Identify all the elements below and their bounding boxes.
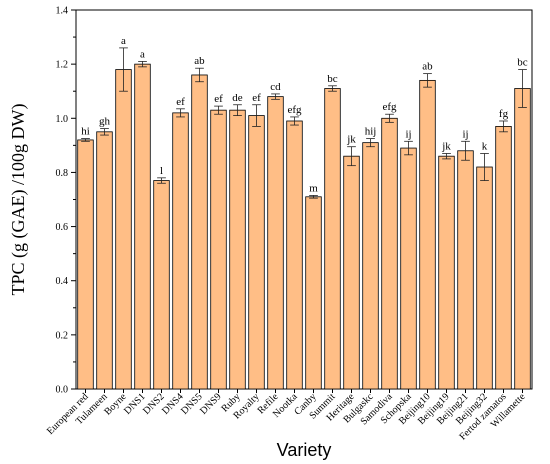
- significance-label: hi: [81, 126, 90, 138]
- significance-label: ef: [176, 96, 185, 108]
- bar: [191, 74, 208, 390]
- bar: [305, 196, 322, 390]
- significance-label: jk: [346, 134, 356, 146]
- y-tick-label: 0.0: [56, 385, 69, 396]
- bar: [172, 112, 189, 390]
- bar: [153, 180, 170, 390]
- y-tick-label: 1.2: [56, 60, 69, 71]
- significance-label: efg: [382, 101, 397, 113]
- significance-label: ab: [422, 61, 433, 73]
- significance-label: ef: [252, 92, 261, 104]
- bar: [229, 109, 246, 390]
- bar: [343, 155, 360, 390]
- bar: [324, 88, 341, 390]
- bar: [438, 155, 455, 390]
- significance-label: ij: [462, 128, 468, 140]
- bar: [267, 96, 284, 390]
- significance-label: hij: [365, 126, 377, 138]
- y-tick-label: 0.4: [56, 276, 69, 287]
- y-tick-label: 0.2: [56, 330, 69, 341]
- bar: [115, 69, 132, 390]
- significance-label: k: [482, 140, 488, 152]
- y-axis-title: TPC (g (GAE) /100g DW): [8, 104, 29, 296]
- y-tick-label: 0.8: [56, 168, 69, 179]
- bar: [286, 120, 303, 390]
- significance-label: a: [140, 48, 145, 60]
- significance-label: bc: [327, 73, 338, 85]
- bar: [514, 88, 531, 390]
- y-tick-label: 1.4: [56, 6, 69, 17]
- significance-label: fg: [499, 108, 509, 120]
- significance-label: l: [160, 165, 163, 177]
- significance-label: efg: [287, 104, 302, 116]
- bar: [210, 109, 227, 390]
- bar: [381, 117, 398, 390]
- bar: [476, 166, 493, 390]
- bar: [77, 139, 94, 390]
- bar: [419, 79, 436, 390]
- significance-label: m: [309, 182, 318, 194]
- significance-label: gh: [99, 116, 111, 128]
- error-bars: [81, 47, 527, 199]
- y-axis: 0.0 0.2 0.4 0.6 0.8 1.0 1.2 1.4: [56, 6, 76, 396]
- bar: [96, 131, 113, 390]
- significance-label: cd: [270, 81, 281, 93]
- x-category-label: DNS9: [198, 391, 223, 416]
- significance-label: ab: [194, 55, 205, 67]
- significance-label: ij: [405, 128, 411, 140]
- bars: [77, 63, 531, 390]
- y-tick-label: 0.6: [56, 222, 69, 233]
- significance-label: bc: [517, 57, 528, 69]
- significance-label: a: [121, 35, 126, 47]
- bar: [362, 142, 379, 390]
- bar: [495, 126, 512, 390]
- significance-label: de: [232, 92, 243, 104]
- bar: [457, 150, 474, 390]
- x-axis-title: Variety: [277, 440, 332, 460]
- bar: [248, 115, 265, 390]
- significance-label: ef: [214, 93, 223, 105]
- plot-area: 0.0 0.2 0.4 0.6 0.8 1.0 1.2 1.4 European redTul…: [45, 6, 533, 443]
- significance-label: jk: [441, 140, 451, 152]
- y-tick-label: 1.0: [56, 114, 69, 125]
- x-category-label: Boyne: [102, 391, 129, 418]
- bar: [400, 147, 417, 390]
- x-axis: European redTulameenBoyneDNS1DNS2DNS4DNS…: [45, 389, 528, 443]
- bar: [134, 63, 151, 390]
